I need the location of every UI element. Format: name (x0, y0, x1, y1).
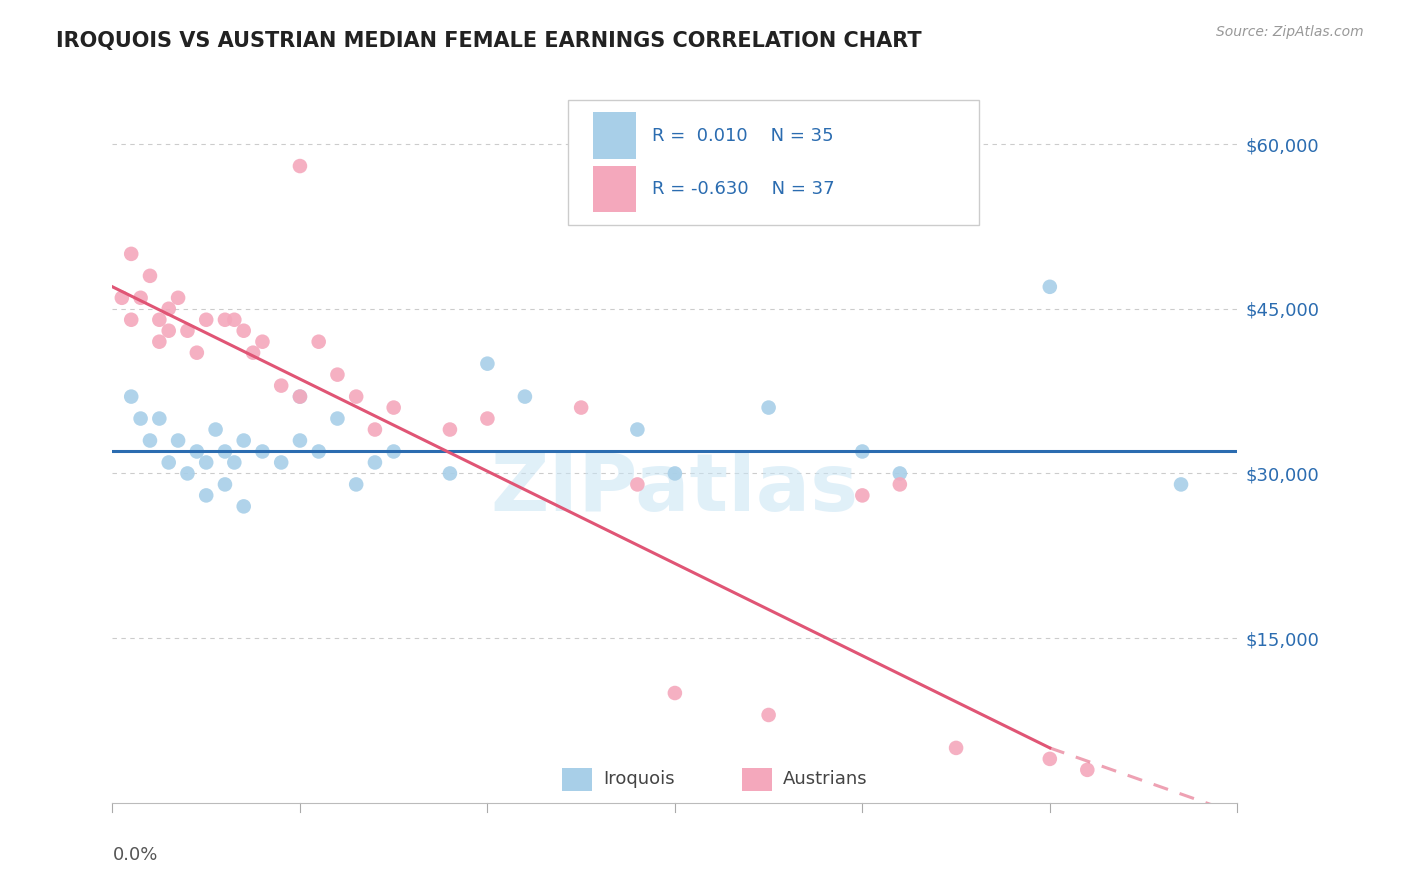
Point (439, 423, 461, 437)
Point (120, 390, 142, 404)
Point (344, 477, 367, 491)
Point (439, 467, 461, 481)
Point (129, 411, 152, 425)
Point (195, 312, 218, 326)
Text: IROQUOIS VS AUSTRIAN MEDIAN FEMALE EARNINGS CORRELATION CHART: IROQUOIS VS AUSTRIAN MEDIAN FEMALE EARNI… (56, 31, 922, 51)
Point (214, 477, 236, 491)
Point (664, 467, 686, 481)
Point (288, 434, 311, 448)
Text: R =  0.010    N = 35: R = 0.010 N = 35 (652, 127, 834, 145)
Point (288, 390, 311, 404)
Point (186, 444, 208, 458)
Point (167, 434, 190, 448)
Point (139, 434, 162, 448)
Point (308, 444, 330, 458)
Point (477, 411, 499, 425)
Point (851, 488, 873, 502)
Point (364, 423, 387, 437)
Point (664, 686, 686, 700)
Point (308, 334, 330, 349)
Point (195, 488, 218, 502)
Text: Austrians: Austrians (783, 771, 868, 789)
Point (382, 444, 405, 458)
Point (326, 411, 349, 425)
Point (224, 455, 246, 469)
Point (157, 324, 180, 338)
Point (270, 455, 292, 469)
Point (148, 411, 170, 425)
Point (344, 390, 367, 404)
Point (326, 368, 349, 382)
Point (288, 390, 311, 404)
Point (364, 455, 387, 469)
Point (889, 477, 911, 491)
Point (626, 477, 648, 491)
Point (1039, 752, 1062, 766)
FancyBboxPatch shape (568, 100, 979, 225)
Point (1039, 280, 1062, 294)
Bar (562, 768, 592, 790)
Point (1170, 477, 1192, 491)
Point (186, 345, 208, 359)
Point (477, 357, 499, 371)
Point (626, 423, 648, 437)
Text: 0.0%: 0.0% (112, 846, 157, 863)
Point (232, 324, 254, 338)
Point (157, 455, 180, 469)
Point (157, 301, 180, 316)
Point (167, 291, 190, 305)
Text: R = -0.630    N = 37: R = -0.630 N = 37 (652, 180, 835, 198)
Point (214, 444, 236, 458)
Point (176, 467, 198, 481)
Point (139, 268, 162, 283)
Point (1076, 763, 1098, 777)
Point (148, 334, 170, 349)
Point (758, 401, 780, 415)
Point (224, 312, 246, 326)
Point (232, 434, 254, 448)
Point (111, 291, 134, 305)
Point (204, 423, 226, 437)
Point (120, 247, 142, 261)
Point (148, 312, 170, 326)
Text: Source: ZipAtlas.com: Source: ZipAtlas.com (1216, 25, 1364, 39)
Bar (742, 768, 772, 790)
Point (270, 378, 292, 392)
Point (513, 390, 536, 404)
Point (382, 401, 405, 415)
Text: ZIPatlas: ZIPatlas (491, 450, 859, 528)
Point (120, 312, 142, 326)
Bar (593, 166, 636, 212)
Point (232, 500, 254, 514)
Point (569, 401, 592, 415)
Point (252, 334, 274, 349)
Point (889, 467, 911, 481)
Point (195, 455, 218, 469)
Point (176, 324, 198, 338)
Point (252, 444, 274, 458)
Point (129, 291, 152, 305)
Point (288, 159, 311, 173)
Text: Iroquois: Iroquois (603, 771, 675, 789)
Point (242, 345, 264, 359)
Point (851, 444, 873, 458)
Point (758, 708, 780, 723)
Point (945, 740, 967, 755)
Point (214, 312, 236, 326)
Bar (593, 112, 636, 159)
